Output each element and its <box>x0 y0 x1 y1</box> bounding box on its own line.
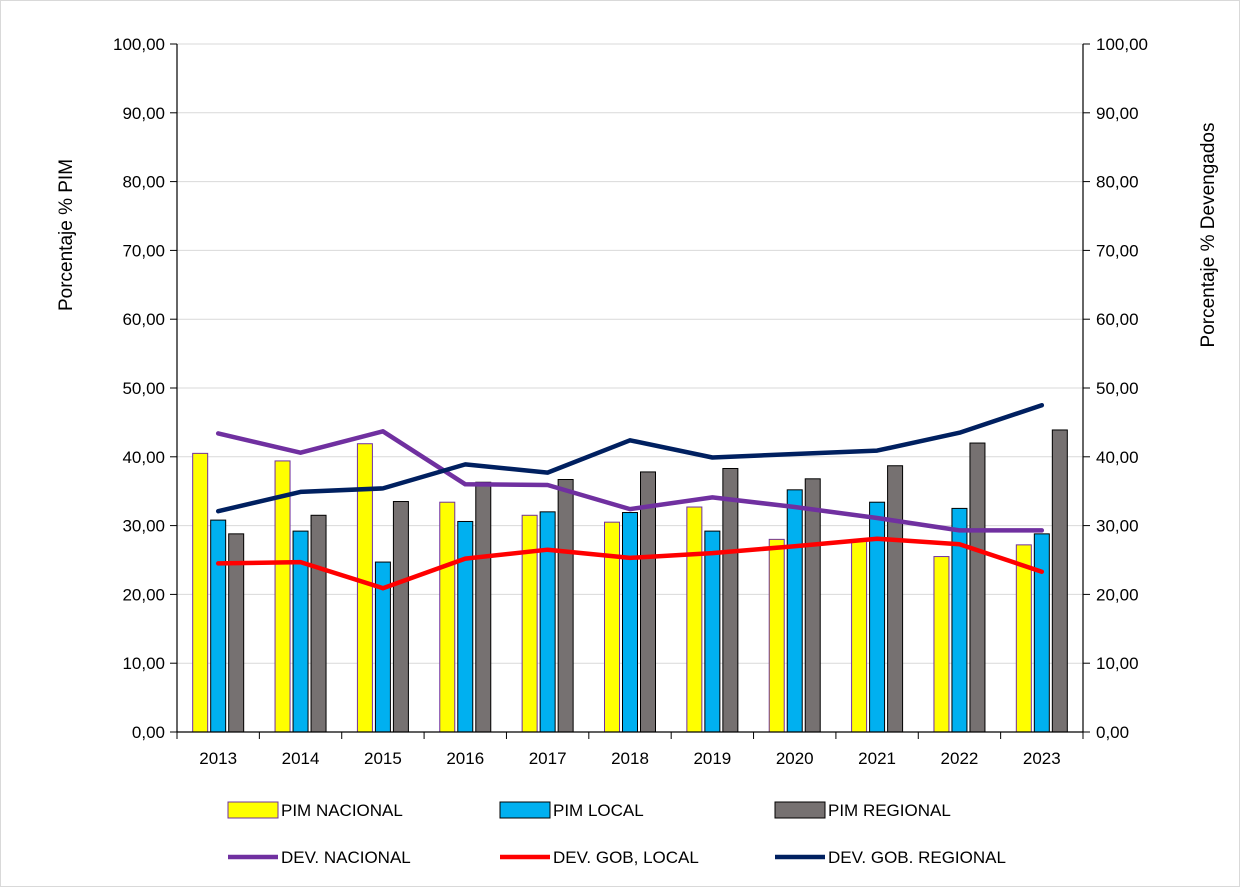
y-tick-label: 30,00 <box>122 517 165 536</box>
y-tick-label: 20,00 <box>122 585 165 604</box>
gridlines <box>177 43 1083 664</box>
bar <box>475 481 492 733</box>
x-tick-label: 2016 <box>446 749 484 768</box>
y2-tick-label: 30,00 <box>1096 517 1139 536</box>
bar <box>192 452 209 733</box>
bar <box>557 479 574 733</box>
x-tick-label: 2021 <box>858 749 896 768</box>
y-tick-label: 90,00 <box>122 104 165 123</box>
y-tick-label: 40,00 <box>122 448 165 467</box>
lines <box>215 402 1045 591</box>
bar <box>804 478 821 733</box>
y2-tick-label: 60,00 <box>1096 310 1139 329</box>
bar <box>704 530 721 733</box>
bar <box>1033 533 1050 733</box>
bar <box>310 514 327 733</box>
bar <box>539 511 556 733</box>
y-tick-label: 0,00 <box>132 723 165 742</box>
legend: PIM NACIONAL PIM LOCAL PIM REGIONAL DEV. NA… <box>227 801 1006 867</box>
legend-label: PIM REGIONAL <box>828 801 951 820</box>
bar <box>786 489 803 733</box>
bar <box>851 540 868 733</box>
bar <box>210 519 227 733</box>
y-axis-title: Porcentaje % PIM <box>56 159 77 311</box>
y2-tick-label: 100,00 <box>1096 35 1148 54</box>
bar <box>768 538 785 733</box>
y-tick-label: 10,00 <box>122 654 165 673</box>
x-tick-label: 2023 <box>1023 749 1061 768</box>
x-tick-label: 2019 <box>693 749 731 768</box>
x-tick-label: 2013 <box>199 749 237 768</box>
tick-labels: 0,00 0,00 10,00 10,00 20,00 20,00 30,00 30,00 40… <box>113 35 1148 768</box>
bar <box>274 460 291 733</box>
legend-label: DEV. GOB. REGIONAL <box>828 848 1006 867</box>
x-tick-label: 2015 <box>364 749 402 768</box>
y2-tick-label: 10,00 <box>1096 654 1139 673</box>
series-line <box>215 429 1045 533</box>
legend-label: PIM NACIONAL <box>281 801 403 820</box>
bar <box>521 514 538 733</box>
y2-tick-label: 90,00 <box>1096 104 1139 123</box>
x-tick-label: 2018 <box>611 749 649 768</box>
y2-axis-title: Porcentaje % Devengados <box>1198 123 1219 348</box>
bars <box>192 429 1068 733</box>
y2-tick-label: 70,00 <box>1096 241 1139 260</box>
bar <box>887 465 904 733</box>
axes <box>170 43 1090 739</box>
series-line <box>215 402 1045 514</box>
y2-tick-label: 0,00 <box>1096 723 1129 742</box>
y-tick-label: 70,00 <box>122 241 165 260</box>
series-line <box>215 536 1045 591</box>
bar <box>933 556 950 733</box>
x-tick-label: 2017 <box>529 749 567 768</box>
x-tick-label: 2020 <box>776 749 814 768</box>
x-tick-label: 2022 <box>941 749 979 768</box>
bar <box>457 520 474 733</box>
bar <box>392 501 409 733</box>
y-tick-label: 100,00 <box>113 35 165 54</box>
bar <box>439 501 456 733</box>
y-tick-label: 60,00 <box>122 310 165 329</box>
y2-tick-label: 50,00 <box>1096 379 1139 398</box>
legend-label: DEV. NACIONAL <box>281 848 411 867</box>
y2-tick-label: 40,00 <box>1096 448 1139 467</box>
legend-swatch <box>227 801 279 819</box>
bar <box>640 471 656 733</box>
bar <box>1015 544 1032 733</box>
legend-label: PIM LOCAL <box>553 801 644 820</box>
y2-tick-label: 80,00 <box>1096 173 1139 192</box>
x-tick-label: 2014 <box>282 749 320 768</box>
legend-swatch <box>774 801 826 819</box>
legend-label: DEV. GOB, LOCAL <box>553 848 699 867</box>
y2-tick-label: 20,00 <box>1096 585 1139 604</box>
bar <box>1051 429 1068 733</box>
bar <box>622 512 638 733</box>
bar <box>686 506 703 733</box>
legend-swatch <box>499 801 551 819</box>
y-tick-label: 80,00 <box>122 173 165 192</box>
bar <box>722 467 739 733</box>
y-tick-label: 50,00 <box>122 379 165 398</box>
bar <box>969 442 986 733</box>
